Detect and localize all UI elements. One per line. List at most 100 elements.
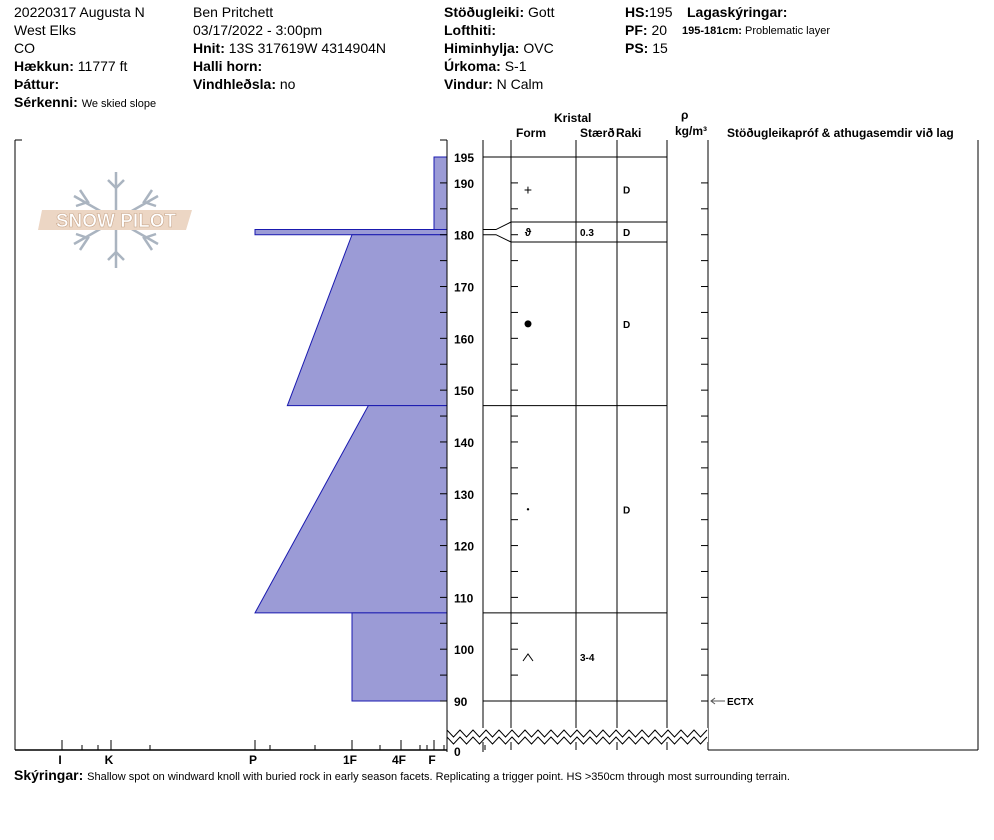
stability-comments-header: Stöðugleikapróf & athugasemdir við lag — [727, 126, 954, 140]
wind-label: Vindur: — [444, 76, 493, 92]
ps-label: PS: — [625, 40, 649, 56]
datetime: 03/17/2022 - 3:00pm — [193, 22, 323, 38]
depth-label-160: 160 — [454, 332, 474, 346]
hardness-label-P: P — [249, 753, 257, 767]
precip-particle-icon: + — [524, 182, 532, 198]
site-name: 20220317 Augusta N — [14, 4, 145, 20]
axis-break-mask — [448, 728, 708, 742]
coordinates: Hnit: 13S 317619W 4314904N — [193, 39, 386, 57]
test-result: ECTX — [727, 697, 754, 708]
windload-label: Vindhleðsla: — [193, 76, 276, 92]
hs-value: 195 — [649, 4, 673, 20]
depth-label-110: 110 — [454, 591, 474, 605]
elevation-value: 11777 ft — [77, 58, 128, 74]
layer-note-range: 195-181cm: — [682, 25, 742, 37]
features-value: We skied slope — [81, 98, 157, 110]
depth-label-170: 170 — [454, 281, 474, 295]
snowpilot-logo: SNOW PILOT — [38, 170, 194, 270]
comments: Skýringar: Shallow spot on windward knol… — [14, 766, 790, 786]
hardness-layer-1 — [254, 229, 448, 236]
depth-label-150: 150 — [454, 384, 474, 398]
crystal-size: 3-4 — [580, 653, 595, 664]
small-grain-icon — [526, 508, 530, 511]
rounded-grain-icon — [524, 320, 532, 328]
surface-hoar-icon: ϑ — [525, 227, 532, 239]
depth-label-ground: 0 — [454, 745, 461, 759]
precip-label: Úrkoma: — [444, 58, 501, 74]
moisture: D — [623, 320, 630, 331]
crystal-size: 0.3 — [580, 228, 594, 239]
crystal-header: Kristal — [554, 111, 592, 125]
hardness-label-K: K — [105, 753, 114, 767]
pf-value: 20 — [651, 22, 668, 38]
moisture: D — [623, 228, 630, 239]
axis-break-zigzag — [446, 735, 708, 745]
depth-label-90: 90 — [454, 695, 468, 709]
snowflake-icon: SNOW PILOT — [38, 172, 192, 268]
test-arrowhead-icon — [710, 697, 716, 705]
depth-hoar-icon — [522, 653, 534, 662]
layer-notes-title: Lagaskýringar: — [687, 4, 788, 20]
sky-cover: Himinhylja: OVC — [444, 39, 554, 57]
comments-label: Skýringar: — [14, 767, 84, 783]
stability: Stöðugleiki: Gott — [444, 3, 554, 21]
hardness-layer-3 — [254, 405, 448, 614]
windload-value: no — [279, 76, 296, 92]
comments-text: Shallow spot on windward knoll with buri… — [87, 771, 790, 783]
hardness-layer-0 — [433, 156, 448, 231]
layer-note-text: Problematic layer — [745, 25, 830, 37]
moisture: D — [623, 186, 630, 197]
hardness-label-1F: 1F — [343, 753, 357, 767]
slope: Halli horn: — [193, 57, 262, 75]
stability-value: Gott — [528, 4, 555, 20]
moisture: D — [623, 505, 630, 516]
sky-label: Himinhylja: — [444, 40, 520, 56]
range-name: West Elks — [14, 22, 76, 38]
wind-value: N Calm — [496, 76, 544, 92]
form-header: Form — [516, 126, 546, 140]
elevation-label: Hækkun: — [14, 58, 74, 74]
layer-note: 195-181cm: Problematic layer — [682, 22, 830, 40]
hardness-label-I: I — [58, 753, 61, 767]
elevation: Hækkun: 11777 ft — [14, 57, 127, 75]
axis-break-zigzag — [446, 728, 708, 738]
depth-label-100: 100 — [454, 643, 474, 657]
aspect: Þáttur: — [14, 75, 59, 93]
density-symbol: ρ — [681, 108, 689, 122]
density-unit: kg/m³ — [675, 124, 708, 138]
wind-loading: Vindhleðsla: no — [193, 75, 295, 93]
features-label: Sérkenni: — [14, 94, 78, 110]
depth-label-190: 190 — [454, 177, 474, 191]
sky-value: OVC — [523, 40, 554, 56]
precip-value: S-1 — [504, 58, 527, 74]
airtemp-label: Lofthiti: — [444, 22, 497, 38]
depth-label-120: 120 — [454, 540, 474, 554]
pf-label: PF: — [625, 22, 648, 38]
size-header: Stærð — [580, 126, 615, 140]
features: Sérkenni: We skied slope — [14, 93, 156, 113]
wind: Vindur: N Calm — [444, 75, 543, 93]
layer-connector-181 — [483, 221, 512, 231]
state: CO — [14, 40, 35, 56]
hardness-label-F: F — [428, 753, 435, 767]
coords-value: 13S 317619W 4314904N — [228, 40, 387, 56]
ps-value: 15 — [652, 40, 668, 56]
layer-connector-180 — [483, 234, 512, 243]
depth-label-180: 180 — [454, 229, 474, 243]
hardness-layer-2 — [286, 234, 448, 407]
moisture-header: Raki — [616, 126, 642, 140]
depth-label-140: 140 — [454, 436, 474, 450]
depth-label-195: 195 — [454, 151, 474, 165]
hardness-label-4F: 4F — [392, 753, 406, 767]
hardness-layer-4 — [351, 612, 448, 702]
slope-label: Halli horn: — [193, 58, 263, 74]
depth-label-130: 130 — [454, 488, 474, 502]
aspect-label: Þáttur: — [14, 76, 60, 92]
pf: PF: 20 — [625, 21, 667, 39]
observer: Ben Pritchett — [193, 4, 274, 20]
hs-label: HS: — [625, 4, 650, 20]
precipitation: Úrkoma: S-1 — [444, 57, 526, 75]
hs: HS:195 — [625, 3, 672, 21]
ps: PS: 15 — [625, 39, 668, 57]
